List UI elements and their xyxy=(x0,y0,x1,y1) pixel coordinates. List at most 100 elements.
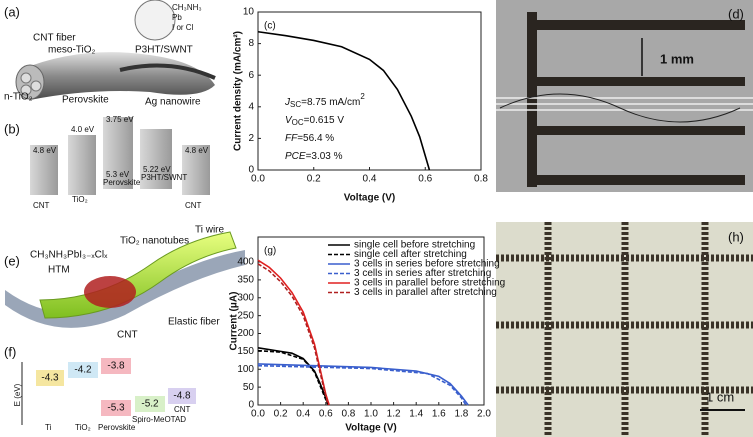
legend-label: single cell after stretching xyxy=(354,249,467,260)
iv-curve xyxy=(257,263,329,406)
material: CNT xyxy=(174,405,191,414)
electrode xyxy=(527,126,745,135)
y-tick-label: 200 xyxy=(237,328,254,339)
x-tick-label: 0.6 xyxy=(319,409,333,420)
x-tick-label: 1.6 xyxy=(432,409,446,420)
label: meso-TiO₂ xyxy=(48,45,96,56)
fiber-bundle xyxy=(20,52,215,100)
x-tick-label: 0.4 xyxy=(363,174,377,185)
annotation: PCE=3.03 % xyxy=(285,151,343,162)
level-block xyxy=(68,135,96,195)
scale-label: 1 mm xyxy=(660,51,694,66)
level: 5.3 eV xyxy=(106,170,130,179)
panel-a: (a) CNT fiber meso-TiO₂ CH₃NH₃ Pb I or C… xyxy=(4,0,216,108)
legend-label: 3 cells in parallel after stretching xyxy=(354,287,497,298)
y-tick-label: 300 xyxy=(237,292,254,303)
level: 3.75 eV xyxy=(106,115,134,124)
material: TiO₂ xyxy=(72,195,88,204)
y-tick-label: 150 xyxy=(237,346,254,357)
panel-label: (c) xyxy=(264,21,276,32)
material: Spiro-MeOTAD xyxy=(132,415,186,424)
level-box xyxy=(101,400,131,416)
inset-circle xyxy=(134,0,176,41)
annotation-sub: SC xyxy=(290,100,301,109)
legend-label: single cell before stretching xyxy=(354,240,475,251)
x-tick-label: 0.2 xyxy=(307,174,321,185)
iv-curve xyxy=(257,30,431,171)
annotation-text: =56.4 % xyxy=(297,133,334,144)
panel-f: (f) E (eV) -4.3 -4.2 -3.8 -5.3 -5.2 -4.8… xyxy=(4,344,196,432)
panel-e: (e) Ti wire TiO₂ nanotubes CH₃NH₃PbI₃₋ₓC… xyxy=(4,225,245,341)
annotation-symbol: V xyxy=(285,115,293,126)
y-tick-label: 6 xyxy=(248,70,254,81)
plot-frame xyxy=(257,11,482,171)
legend-label: 3 cells in series after stretching xyxy=(354,268,491,279)
x-tick-label: 1.0 xyxy=(364,409,378,420)
panel-label: (g) xyxy=(264,246,276,257)
label: Perovskite xyxy=(62,95,109,106)
level: -4.8 xyxy=(173,391,191,402)
x-tick-label: 0.0 xyxy=(251,174,265,185)
iv-curve xyxy=(257,364,467,406)
y-tick-label: 4 xyxy=(248,101,254,112)
x-tick-label: 0.2 xyxy=(274,409,288,420)
y-tick-label: 0 xyxy=(248,400,254,411)
label: CH₃NH₃PbI₃₋ₓClₓ xyxy=(30,250,108,261)
elastic-fiber xyxy=(5,250,245,328)
y-tick-label: 8 xyxy=(248,38,254,49)
x-tick-label: 1.4 xyxy=(409,409,423,420)
strand xyxy=(30,80,42,92)
annotation-text: =3.03 % xyxy=(306,151,343,162)
perovskite-mesh xyxy=(84,276,136,308)
annotation-sub: OC xyxy=(292,118,304,127)
level: -5.2 xyxy=(141,399,159,410)
electrode xyxy=(527,175,745,185)
level-block xyxy=(182,145,210,195)
label: Pb xyxy=(172,13,182,22)
annotation-text: =0.615 V xyxy=(304,115,345,126)
label: CNT xyxy=(117,330,138,341)
x-tick-label: 0.6 xyxy=(418,174,432,185)
material: P3HT/SWNT xyxy=(141,173,187,182)
panel-d: 1 mm (d) xyxy=(496,0,753,192)
panel-label: (f) xyxy=(4,344,16,359)
level: 4.0 eV xyxy=(71,125,95,134)
legend-label: 3 cells in parallel before stretching xyxy=(354,278,505,289)
level: -3.8 xyxy=(107,361,125,372)
material: Perovskite xyxy=(98,423,136,432)
label: P3HT/SWNT xyxy=(135,45,193,56)
material: Ti xyxy=(45,423,52,432)
y-tick-label: 50 xyxy=(243,382,255,393)
level: -4.3 xyxy=(41,373,59,384)
y-tick-label: 2 xyxy=(248,133,254,144)
y-tick-label: 100 xyxy=(237,364,254,375)
level-block xyxy=(30,145,58,195)
scale-label: 1 cm xyxy=(706,389,734,404)
annotation-symbol: FF xyxy=(285,133,298,144)
ag-wire xyxy=(119,63,216,80)
strand xyxy=(20,72,32,84)
label: CNT fiber xyxy=(33,33,76,44)
material: TiO₂ xyxy=(75,423,91,432)
panel-label: (b) xyxy=(4,121,20,136)
x-tick-label: 0.0 xyxy=(251,409,265,420)
level-box xyxy=(68,362,98,378)
y-axis-label: Current density (mA/cm²) xyxy=(233,31,244,151)
label: Elastic fiber xyxy=(168,317,220,328)
fiber xyxy=(496,254,753,394)
label: Ag nanowire xyxy=(145,97,201,108)
level: 5.22 eV xyxy=(143,165,171,174)
level: -4.2 xyxy=(74,365,92,376)
annotation-sup: 2 xyxy=(360,92,365,101)
annotation-symbol: PCE xyxy=(285,151,306,162)
label: CH₃NH₃ xyxy=(172,3,202,12)
iv-curve xyxy=(257,363,469,406)
x-tick-label: 0.8 xyxy=(474,174,488,185)
label: n-TiO₂ xyxy=(4,92,33,103)
strand xyxy=(20,84,32,96)
annotation-text: =8.75 mA/cm xyxy=(301,97,360,108)
label: TiO₂ nanotubes xyxy=(120,236,189,247)
level-block xyxy=(103,117,133,189)
y-tick-label: 400 xyxy=(237,257,254,268)
